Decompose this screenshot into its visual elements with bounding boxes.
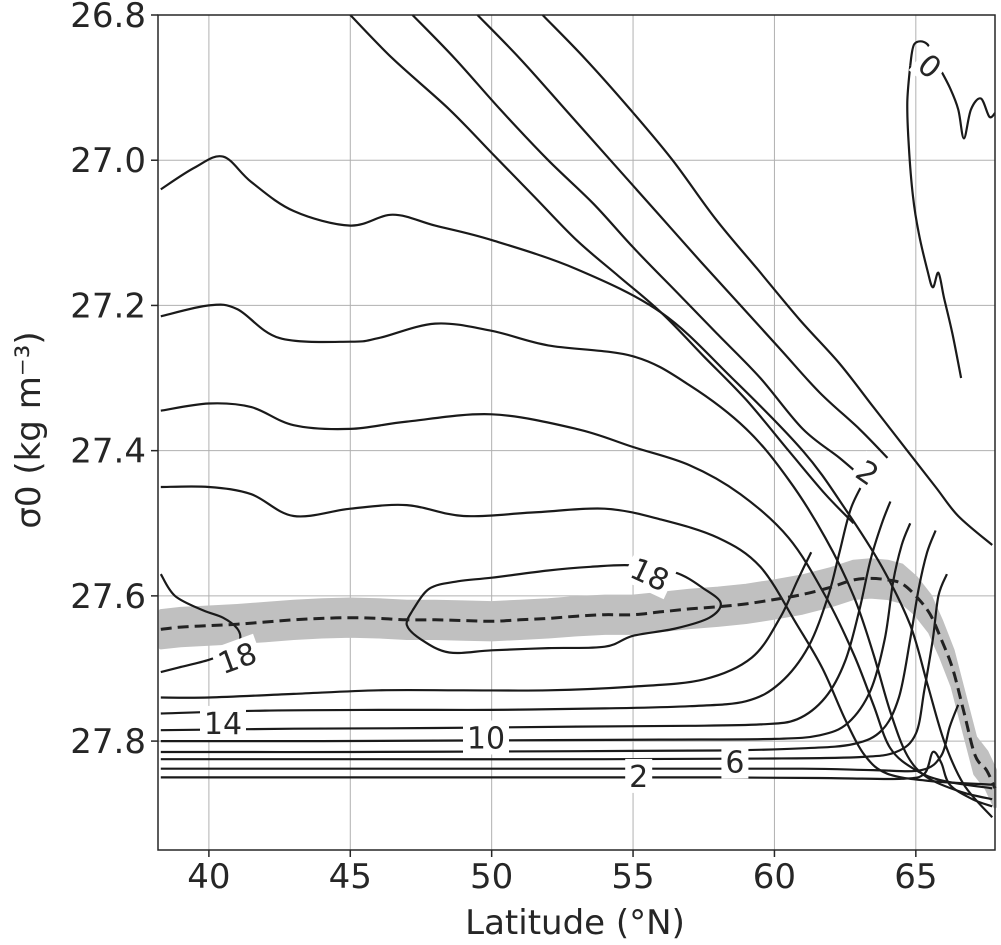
contour-label-knockout [200, 705, 246, 740]
contour-line [160, 501, 892, 732]
contour-line [160, 573, 948, 761]
contour-line [906, 65, 963, 379]
contour-line [160, 479, 866, 715]
contour-label-text: 2 [629, 760, 648, 795]
contour-lines [159, 14, 996, 819]
contour-label-knockout [621, 548, 679, 600]
contour-line [160, 303, 993, 801]
x-tick-label: 50 [470, 857, 513, 897]
contour-label-knockout [625, 758, 653, 793]
contour-label-knockout [721, 744, 749, 779]
contour-label-knockout [463, 720, 509, 755]
x-tick-label: 65 [894, 857, 937, 897]
y-tick-label: 27.4 [70, 432, 146, 472]
x-tick-label: 45 [329, 857, 372, 897]
contour-label-knockout [209, 633, 265, 682]
plot-frame [157, 14, 996, 851]
contour-line [160, 402, 993, 790]
y-tick-label: 27.8 [70, 722, 146, 762]
contour-line [411, 14, 866, 481]
contour-line [160, 704, 960, 773]
y-axis-ticks: 26.8 27.0 27.2 27.4 27.6 27.8 [70, 0, 158, 762]
x-axis-label: Latitude (°N) [465, 903, 685, 943]
contour-label-knockout [908, 44, 952, 88]
contour-line [476, 14, 889, 459]
contour-label: 14 [200, 705, 246, 742]
contour-line [541, 14, 993, 546]
contour-line [160, 485, 993, 786]
x-tick-label: 40 [187, 857, 230, 897]
contour-label: 2 [625, 758, 653, 795]
y-axis-label: σ0 (kg m⁻³) [9, 331, 49, 528]
dashed-line-series [160, 576, 997, 789]
contour-line [909, 40, 996, 140]
x-tick-label: 55 [611, 857, 654, 897]
x-axis-ticks: 40 45 50 55 60 65 [187, 850, 937, 897]
contour-label-text: 10 [467, 722, 505, 757]
y-tick-label: 27.0 [70, 141, 146, 181]
contour-line [160, 530, 937, 754]
contour-label: 6 [721, 744, 749, 780]
contour-label-text: 6 [725, 745, 744, 780]
y-tick-label: 27.6 [70, 577, 146, 617]
dashed-line [160, 576, 997, 789]
x-tick-label: 60 [753, 857, 796, 897]
contour-line [160, 551, 813, 699]
contour-label-knockout [846, 450, 889, 495]
contour-line [160, 155, 994, 819]
contour-label: 10 [463, 720, 509, 757]
y-tick-label: 27.2 [70, 286, 146, 326]
y-tick-label: 26.8 [70, 0, 146, 36]
contour-line [160, 522, 912, 743]
contour-label-text: 14 [204, 707, 242, 742]
contour-line [159, 573, 242, 674]
contour-line [405, 563, 722, 655]
contour-line [160, 750, 993, 808]
contour-line [349, 14, 855, 525]
